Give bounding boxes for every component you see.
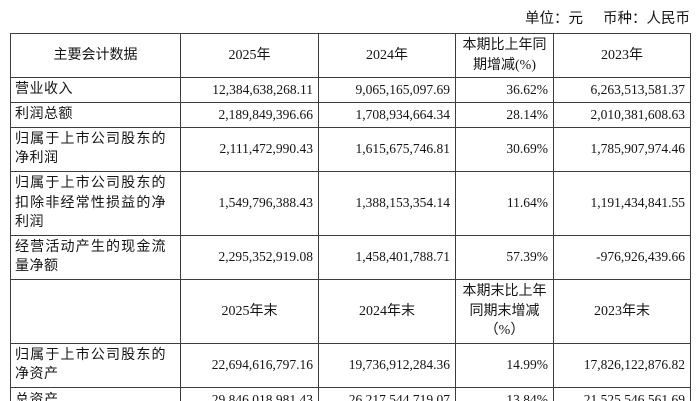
year-end-header-row: 2025年末 2024年末 本期末比上年同期末增减（%） 2023年末 — [10, 278, 691, 344]
unit-currency-note: 单位：元 币种：人民币 — [525, 7, 690, 28]
annual-header-row: 主要会计数据 2025年 2024年 本期比上年同期增减(%) 2023年 — [10, 32, 691, 79]
header-cell-2023: 2023年 — [553, 32, 691, 79]
value-2023: 1,785,907,974.46 — [553, 126, 691, 172]
table-row-operating-cash-flow: 经营活动产生的现金流量净额 2,295,352,919.08 1,458,401… — [10, 234, 691, 280]
table-row-net-assets: 归属于上市公司股东的净资产 22,694,616,797.16 19,736,9… — [10, 342, 691, 388]
value-2023: -976,926,439.66 — [553, 234, 691, 280]
value-2023: 2,010,381,608.63 — [553, 102, 691, 128]
unit-label: 单位：元 — [525, 11, 583, 27]
value-2024: 26,217,544,719.07 — [318, 386, 456, 401]
header-cell-2025-end: 2025年末 — [180, 278, 319, 344]
value-change: 13.84% — [455, 386, 554, 401]
value-2025: 29,846,018,981.43 — [180, 386, 319, 401]
value-2023: 6,263,513,581.37 — [553, 77, 691, 104]
value-2024: 1,615,675,746.81 — [318, 126, 456, 172]
value-2025: 2,111,472,990.43 — [180, 126, 319, 172]
table-row-net-profit: 归属于上市公司股东的净利润 2,111,472,990.43 1,615,675… — [10, 126, 691, 172]
header-cell-empty — [10, 278, 181, 344]
key-accounting-data-table: 主要会计数据 2025年 2024年 本期比上年同期增减(%) 2023年 营业… — [10, 32, 691, 401]
table-row-net-profit-deducted: 归属于上市公司股东的扣除非经常性损益的净利润 1,549,796,388.43 … — [10, 170, 691, 236]
row-label: 总资产 — [10, 386, 181, 401]
value-2025: 1,549,796,388.43 — [180, 170, 319, 236]
value-change: 30.69% — [455, 126, 554, 172]
value-change: 57.39% — [455, 234, 554, 280]
value-2024: 1,708,934,664.34 — [318, 102, 456, 128]
value-change: 14.99% — [455, 342, 554, 388]
header-cell-2024-end: 2024年末 — [318, 278, 456, 344]
value-2023: 21,525,546,561.69 — [553, 386, 691, 401]
header-cell-metric: 主要会计数据 — [10, 32, 181, 79]
currency-label: 币种：人民币 — [603, 11, 690, 27]
value-change: 36.62% — [455, 77, 554, 104]
table-row-revenue: 营业收入 12,384,638,268.11 9,065,165,097.69 … — [10, 77, 691, 104]
table-row-total-profit: 利润总额 2,189,849,396.66 1,708,934,664.34 2… — [10, 102, 691, 128]
value-change: 28.14% — [455, 102, 554, 128]
row-label: 利润总额 — [10, 102, 181, 128]
value-2024: 9,065,165,097.69 — [318, 77, 456, 104]
value-2024: 1,388,153,354.14 — [318, 170, 456, 236]
value-2023: 17,826,122,876.82 — [553, 342, 691, 388]
value-2025: 12,384,638,268.11 — [180, 77, 319, 104]
table-row-total-assets: 总资产 29,846,018,981.43 26,217,544,719.07 … — [10, 386, 691, 401]
row-label: 经营活动产生的现金流量净额 — [10, 234, 181, 280]
value-2023: 1,191,434,841.55 — [553, 170, 691, 236]
value-2025: 2,295,352,919.08 — [180, 234, 319, 280]
row-label: 归属于上市公司股东的净利润 — [10, 126, 181, 172]
row-label: 归属于上市公司股东的扣除非经常性损益的净利润 — [10, 170, 181, 236]
value-2024: 19,736,912,284.36 — [318, 342, 456, 388]
row-label: 营业收入 — [10, 77, 181, 104]
header-cell-change: 本期比上年同期增减(%) — [455, 32, 554, 79]
header-cell-2024: 2024年 — [318, 32, 456, 79]
value-2025: 22,694,616,797.16 — [180, 342, 319, 388]
header-cell-2025: 2025年 — [180, 32, 319, 79]
value-change: 11.64% — [455, 170, 554, 236]
header-cell-2023-end: 2023年末 — [553, 278, 691, 344]
value-2025: 2,189,849,396.66 — [180, 102, 319, 128]
value-2024: 1,458,401,788.71 — [318, 234, 456, 280]
header-cell-end-change: 本期末比上年同期末增减（%） — [455, 278, 554, 344]
row-label: 归属于上市公司股东的净资产 — [10, 342, 181, 388]
